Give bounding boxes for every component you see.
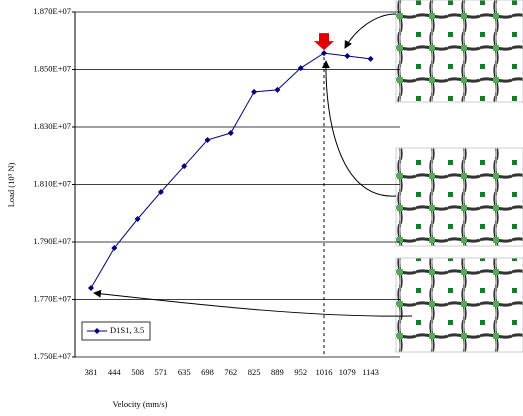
data-point	[228, 130, 234, 136]
y-tick-label: 1.850E+07	[33, 63, 71, 73]
x-tick-label: 1143	[362, 367, 379, 377]
x-tick-label: 762	[224, 367, 237, 377]
legend-label: D1S1, 3.5	[110, 325, 144, 335]
x-tick-label: 889	[271, 367, 284, 377]
y-axis-label: Load (10³ N)	[6, 163, 16, 208]
y-tick-label: 1.770E+07	[33, 293, 71, 303]
data-point	[368, 56, 374, 62]
x-tick-label: 444	[108, 367, 122, 377]
x-tick-label: 1016	[316, 367, 333, 377]
callout-arrow	[94, 293, 412, 316]
data-point	[251, 89, 257, 95]
callout-arrow	[345, 14, 396, 48]
x-axis-label: Velocity (mm/s)	[112, 399, 167, 409]
x-tick-label: 825	[248, 367, 261, 377]
x-tick-label: 381	[85, 367, 98, 377]
y-tick-label: 1.870E+07	[33, 6, 71, 16]
x-tick-label: 698	[201, 367, 214, 377]
y-tick-label: 1.790E+07	[33, 236, 71, 246]
data-point	[88, 285, 94, 291]
data-point	[321, 50, 327, 56]
x-tick-label: 508	[131, 367, 144, 377]
peak-red-arrow	[314, 33, 334, 50]
data-point	[344, 53, 350, 59]
y-tick-label: 1.750E+07	[33, 351, 71, 361]
callout-arrow	[326, 61, 396, 196]
series-line	[91, 53, 371, 288]
x-tick-label: 1079	[339, 367, 356, 377]
y-tick-label: 1.830E+07	[33, 121, 71, 131]
x-tick-label: 635	[178, 367, 191, 377]
chart: Velocity (mm/s) Load (10³ N) 1.750E+07 1.…	[0, 0, 523, 416]
mesh-images	[396, 0, 523, 352]
x-tick-label: 571	[155, 367, 168, 377]
x-tick-label: 952	[294, 367, 307, 377]
y-tick-label: 1.810E+07	[33, 178, 71, 188]
